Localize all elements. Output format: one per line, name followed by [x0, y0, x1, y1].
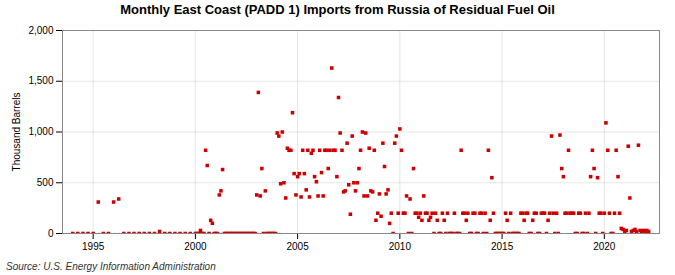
svg-text:Thousand Barrels: Thousand Barrels [11, 93, 22, 172]
svg-text:0: 0 [48, 228, 54, 239]
svg-text:1,000: 1,000 [28, 126, 53, 137]
svg-text:2015: 2015 [491, 241, 514, 252]
svg-text:1995: 1995 [82, 241, 105, 252]
svg-text:2020: 2020 [593, 241, 616, 252]
svg-text:500: 500 [37, 177, 54, 188]
svg-text:2000: 2000 [184, 241, 207, 252]
html-text:Source: U.S. Energy Informatio: Source: U.S. Energy Information Administ… [6, 261, 216, 272]
svg-text:2,000: 2,000 [28, 25, 53, 36]
html-text:Monthly East Coast (PADD 1) Im: Monthly East Coast (PADD 1) Imports from… [120, 2, 555, 17]
svg-text:2005: 2005 [286, 241, 309, 252]
svg-text:2010: 2010 [389, 241, 412, 252]
svg-text:1,500: 1,500 [28, 75, 53, 86]
